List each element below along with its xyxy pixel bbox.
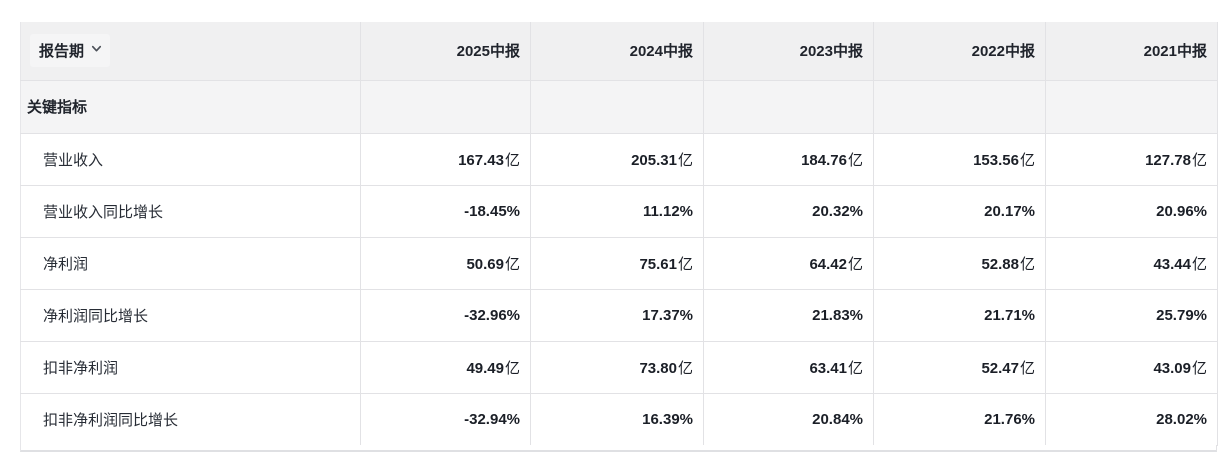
column-header-2025: 2025中报 bbox=[360, 22, 531, 81]
value-unit: 亿 bbox=[677, 359, 693, 377]
report-period-cell: 报告期 bbox=[20, 22, 361, 81]
report-period-dropdown[interactable]: 报告期 bbox=[30, 34, 111, 68]
column-header-2022: 2022中报 bbox=[873, 22, 1046, 81]
value-unit: 亿 bbox=[1191, 151, 1207, 169]
table-row: 营业收入 167.43亿 205.31亿 184.76亿 153.56亿 127.78亿 bbox=[20, 133, 1218, 186]
section-empty-cell bbox=[530, 80, 704, 134]
cell-value: 43.44亿 bbox=[1045, 237, 1218, 290]
row-label: 净利润 bbox=[20, 237, 361, 290]
table-row: 扣非净利润 49.49亿 73.80亿 63.41亿 52.47亿 43.09亿 bbox=[20, 341, 1218, 394]
value-unit: 亿 bbox=[504, 359, 520, 377]
value-unit: 亿 bbox=[504, 151, 520, 169]
cell-value: 21.76% bbox=[873, 393, 1046, 446]
row-label: 扣非净利润 bbox=[20, 341, 361, 394]
cell-value: -32.96% bbox=[360, 289, 531, 342]
cell-value: -18.45% bbox=[360, 185, 531, 238]
table-row: 营业收入同比增长 -18.45% 11.12% 20.32% 20.17% 20.96% bbox=[20, 185, 1218, 238]
cell-value: 64.42亿 bbox=[703, 237, 874, 290]
value-unit: 亿 bbox=[847, 151, 863, 169]
value-unit: 亿 bbox=[1019, 359, 1035, 377]
partial-next-row bbox=[20, 445, 1217, 452]
cell-value: 20.32% bbox=[703, 185, 874, 238]
cell-value: 205.31亿 bbox=[530, 133, 704, 186]
cell-value: 63.41亿 bbox=[703, 341, 874, 394]
cell-value: 52.88亿 bbox=[873, 237, 1046, 290]
value-unit: 亿 bbox=[677, 151, 693, 169]
cell-value: 52.47亿 bbox=[873, 341, 1046, 394]
value-unit: 亿 bbox=[1191, 359, 1207, 377]
chevron-down-icon bbox=[90, 42, 103, 59]
cell-value: 184.76亿 bbox=[703, 133, 874, 186]
cell-value: 17.37% bbox=[530, 289, 704, 342]
value-unit: 亿 bbox=[1019, 151, 1035, 169]
section-empty-cell bbox=[873, 80, 1046, 134]
row-label: 净利润同比增长 bbox=[20, 289, 361, 342]
value-unit: 亿 bbox=[847, 255, 863, 273]
cell-value: 49.49亿 bbox=[360, 341, 531, 394]
cell-value: 20.84% bbox=[703, 393, 874, 446]
cell-value: 73.80亿 bbox=[530, 341, 704, 394]
row-label: 营业收入 bbox=[20, 133, 361, 186]
cell-value: 20.17% bbox=[873, 185, 1046, 238]
table-row: 扣非净利润同比增长 -32.94% 16.39% 20.84% 21.76% 28.02% bbox=[20, 393, 1218, 446]
value-unit: 亿 bbox=[847, 359, 863, 377]
column-header-2021: 2021中报 bbox=[1045, 22, 1218, 81]
table-header-row: 报告期 2025中报 2024中报 2023中报 2022中报 2021中报 bbox=[20, 22, 1218, 81]
report-period-label: 报告期 bbox=[39, 43, 85, 61]
cell-value: 16.39% bbox=[530, 393, 704, 446]
table-row: 净利润 50.69亿 75.61亿 64.42亿 52.88亿 43.44亿 bbox=[20, 237, 1218, 290]
section-row: 关键指标 bbox=[20, 80, 1218, 134]
cell-value: 153.56亿 bbox=[873, 133, 1046, 186]
cell-value: 75.61亿 bbox=[530, 237, 704, 290]
section-label: 关键指标 bbox=[20, 80, 361, 134]
cell-value: 50.69亿 bbox=[360, 237, 531, 290]
section-empty-cell bbox=[703, 80, 874, 134]
table-row: 净利润同比增长 -32.96% 17.37% 21.83% 21.71% 25.79% bbox=[20, 289, 1218, 342]
cell-value: 43.09亿 bbox=[1045, 341, 1218, 394]
column-header-2024: 2024中报 bbox=[530, 22, 704, 81]
cell-value: 25.79% bbox=[1045, 289, 1218, 342]
cell-value: 11.12% bbox=[530, 185, 704, 238]
column-header-2023: 2023中报 bbox=[703, 22, 874, 81]
row-label: 扣非净利润同比增长 bbox=[20, 393, 361, 446]
cell-value: 20.96% bbox=[1045, 185, 1218, 238]
cell-value: 28.02% bbox=[1045, 393, 1218, 446]
section-empty-cell bbox=[1045, 80, 1218, 134]
value-unit: 亿 bbox=[1191, 255, 1207, 273]
value-unit: 亿 bbox=[504, 255, 520, 273]
cell-value: 167.43亿 bbox=[360, 133, 531, 186]
cell-value: 21.71% bbox=[873, 289, 1046, 342]
section-empty-cell bbox=[360, 80, 531, 134]
cell-value: 127.78亿 bbox=[1045, 133, 1218, 186]
row-label: 营业收入同比增长 bbox=[20, 185, 361, 238]
value-unit: 亿 bbox=[677, 255, 693, 273]
financial-report-table: 报告期 2025中报 2024中报 2023中报 2022中报 2021中报 bbox=[20, 22, 1218, 446]
table-body: 关键指标 营业收入 167.43亿 205.31亿 184.76亿 153.56亿 127… bbox=[20, 80, 1218, 446]
value-unit: 亿 bbox=[1019, 255, 1035, 273]
cell-value: 21.83% bbox=[703, 289, 874, 342]
cell-value: -32.94% bbox=[360, 393, 531, 446]
